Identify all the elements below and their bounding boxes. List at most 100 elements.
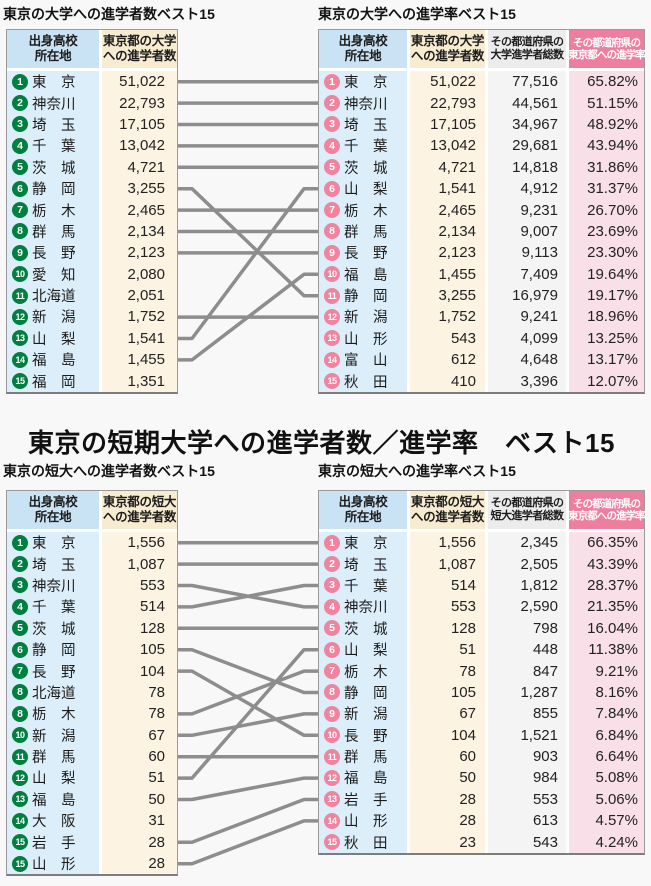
- value-cell: 4,099: [485, 327, 566, 350]
- value-cell: 28: [99, 831, 177, 853]
- table-jc-rate: 出身高校 所在地 東京都の短大 への進学者数 その都道府県の 短大進学者総数 その都道府県の…: [318, 490, 646, 855]
- value-cell: 78: [99, 681, 177, 704]
- table-row: 15 福 岡 1,351: [7, 370, 177, 392]
- prefecture-cell: 10 福 島: [319, 263, 407, 285]
- prefecture-cell: 13 岩 手: [319, 788, 407, 811]
- rank-badge: 12: [324, 308, 340, 325]
- connector-line: [178, 776, 318, 802]
- rank-badge: 3: [12, 577, 28, 594]
- prefecture-name: 茨 城: [32, 160, 76, 177]
- value-cell: 105: [407, 681, 485, 704]
- value-cell: 1,812: [485, 574, 566, 597]
- rank-badge: 15: [12, 855, 28, 872]
- value-cell: 543: [485, 831, 566, 853]
- value-cell: 21.35%: [566, 596, 644, 618]
- connector-line: [178, 669, 318, 716]
- value-cell: 11.38%: [566, 638, 644, 661]
- value-cell: 51.15%: [566, 92, 644, 114]
- table-title-jc-rate: 東京の短大への進学率ベスト15: [318, 463, 516, 479]
- value-cell: 14,818: [485, 156, 566, 178]
- prefecture-name: 山 梨: [344, 182, 388, 199]
- prefecture-name: 千 葉: [32, 139, 76, 156]
- value-cell: 105: [99, 638, 177, 661]
- connector-line: [178, 647, 318, 780]
- value-cell: 26.70%: [566, 199, 644, 221]
- prefecture-name: 千 葉: [344, 578, 388, 595]
- prefecture-name: 大 阪: [32, 814, 76, 831]
- value-cell: 29,681: [485, 135, 566, 157]
- prefecture-cell: 15 岩 手: [7, 831, 99, 853]
- value-cell: 13,042: [407, 135, 485, 157]
- value-cell: 22,793: [407, 92, 485, 114]
- rank-badge: 13: [12, 791, 28, 808]
- table-row: 13 岩 手 28 553 5.06%: [319, 788, 644, 811]
- value-cell: 34,967: [485, 113, 566, 136]
- value-cell: 1,455: [99, 349, 177, 371]
- value-cell: 4,721: [99, 156, 177, 178]
- rank-badge: 7: [12, 202, 28, 219]
- rank-badge: 9: [324, 705, 340, 722]
- table-row: 14 福 島 1,455: [7, 349, 177, 371]
- rank-badge: 7: [324, 663, 340, 680]
- prefecture-cell: 4 神奈川: [319, 596, 407, 618]
- value-cell: 17,105: [407, 113, 485, 136]
- rank-badge: 11: [12, 748, 28, 765]
- prefecture-name: 栃 木: [344, 203, 388, 220]
- prefecture-cell: 12 新 潟: [7, 306, 99, 328]
- table-row: 15 岩 手 28: [7, 831, 177, 853]
- value-cell: 13,042: [99, 135, 177, 157]
- prefecture-cell: 10 新 潟: [7, 724, 99, 746]
- value-cell: 19.64%: [566, 263, 644, 285]
- value-cell: 12.07%: [566, 370, 644, 392]
- prefecture-name: 栃 木: [32, 203, 76, 220]
- table-row: 14 大 阪 31: [7, 810, 177, 832]
- table-row: 10 新 潟 67: [7, 724, 177, 746]
- table-row: 10 福 島 1,455 7,409 19.64%: [319, 263, 644, 285]
- value-cell: 2,123: [407, 242, 485, 264]
- prefecture-name: 埼 玉: [344, 117, 388, 134]
- prefecture-name: 北海道: [32, 685, 76, 702]
- rank-badge: 12: [324, 769, 340, 786]
- table-header: 出身高校 所在地 東京都の短大 への進学者数: [7, 491, 177, 532]
- value-cell: 31.86%: [566, 156, 644, 178]
- rank-badge: 2: [12, 556, 28, 573]
- prefecture-cell: 15 山 形: [7, 852, 99, 875]
- prefecture-name: 千 葉: [32, 600, 76, 617]
- prefecture-name: 山 形: [32, 857, 76, 874]
- value-cell: 543: [407, 327, 485, 350]
- value-cell: 9,113: [485, 242, 566, 264]
- prefecture-name: 福 島: [344, 771, 388, 788]
- prefecture-name: 秋 田: [344, 835, 388, 852]
- value-cell: 410: [407, 370, 485, 392]
- prefecture-name: 新 潟: [344, 310, 388, 327]
- prefecture-cell: 8 北海道: [7, 681, 99, 704]
- prefecture-name: 東 京: [32, 75, 76, 92]
- value-cell: 16.04%: [566, 617, 644, 639]
- rank-badge: 1: [324, 73, 340, 90]
- rank-badge: 10: [12, 266, 28, 283]
- value-cell: 2,465: [407, 199, 485, 221]
- rank-badge: 15: [324, 834, 340, 851]
- value-cell: 514: [407, 574, 485, 597]
- table-row: 13 山 形 543 4,099 13.25%: [319, 327, 644, 350]
- value-cell: 2,465: [99, 199, 177, 221]
- prefecture-cell: 15 福 岡: [7, 370, 99, 392]
- value-cell: 66.35%: [566, 532, 644, 554]
- value-cell: 65.82%: [566, 71, 644, 93]
